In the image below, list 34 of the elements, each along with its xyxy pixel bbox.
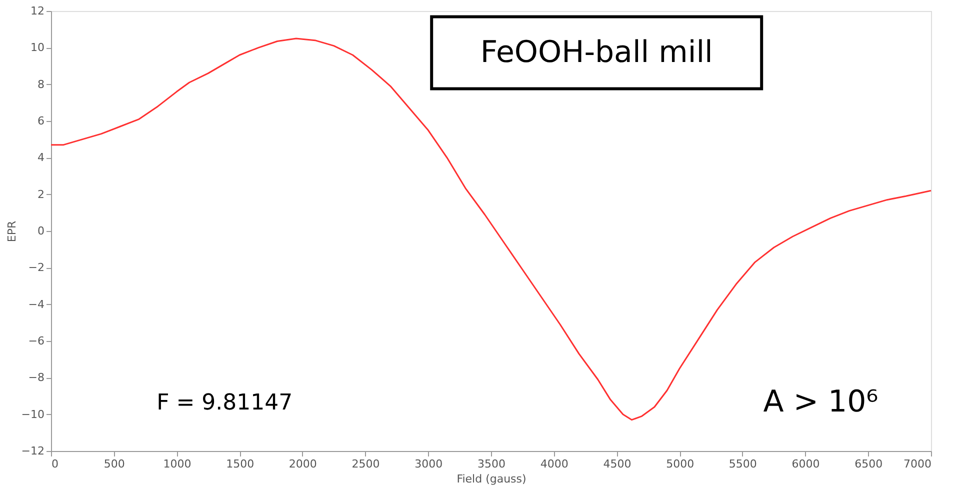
x-tick-label: 3500 — [478, 458, 506, 470]
x-tick-label: 7000 — [904, 458, 932, 470]
x-tick-label: 6000 — [792, 458, 820, 470]
y-tick-label: −10 — [21, 408, 44, 421]
x-tick-label: 1500 — [226, 458, 254, 470]
x-tick-label: 5500 — [728, 458, 757, 470]
x-tick-label: 2500 — [352, 458, 380, 470]
x-tick-label: 2000 — [288, 458, 317, 470]
y-tick-label: 10 — [30, 41, 44, 54]
x-tick-label: 1000 — [163, 458, 192, 470]
y-tick-label: 8 — [38, 78, 44, 91]
x-axis-title: Field (gauss) — [456, 472, 526, 486]
x-tick-label: 0 — [52, 458, 58, 470]
y-tick-label: 6 — [38, 114, 44, 128]
x-tick-label: 4500 — [603, 458, 632, 470]
x-tick-label: 4000 — [540, 458, 568, 470]
annotation: F = 9.81147 — [156, 390, 293, 416]
line-series — [50, 38, 932, 421]
y-tick-label: −12 — [21, 444, 44, 458]
y-tick-label: 4 — [38, 151, 44, 164]
y-tick-label: 0 — [38, 224, 44, 238]
annotation: A > 10⁶ — [763, 384, 878, 420]
y-tick-label: −2 — [28, 261, 44, 274]
x-tick-label: 5000 — [666, 458, 694, 470]
y-tick-label: −4 — [28, 298, 44, 311]
y-tick-label: 2 — [38, 188, 44, 201]
x-tick-label: 500 — [104, 458, 125, 470]
y-tick-label: −8 — [28, 371, 44, 384]
y-tick-label: 12 — [30, 4, 44, 18]
annotation: FeOOH-ball mill — [480, 34, 713, 70]
y-tick-label: −6 — [28, 334, 44, 348]
x-tick-label: 3000 — [414, 458, 443, 470]
y-axis-title: EPR — [5, 220, 18, 242]
x-tick-label: 6500 — [854, 458, 883, 470]
